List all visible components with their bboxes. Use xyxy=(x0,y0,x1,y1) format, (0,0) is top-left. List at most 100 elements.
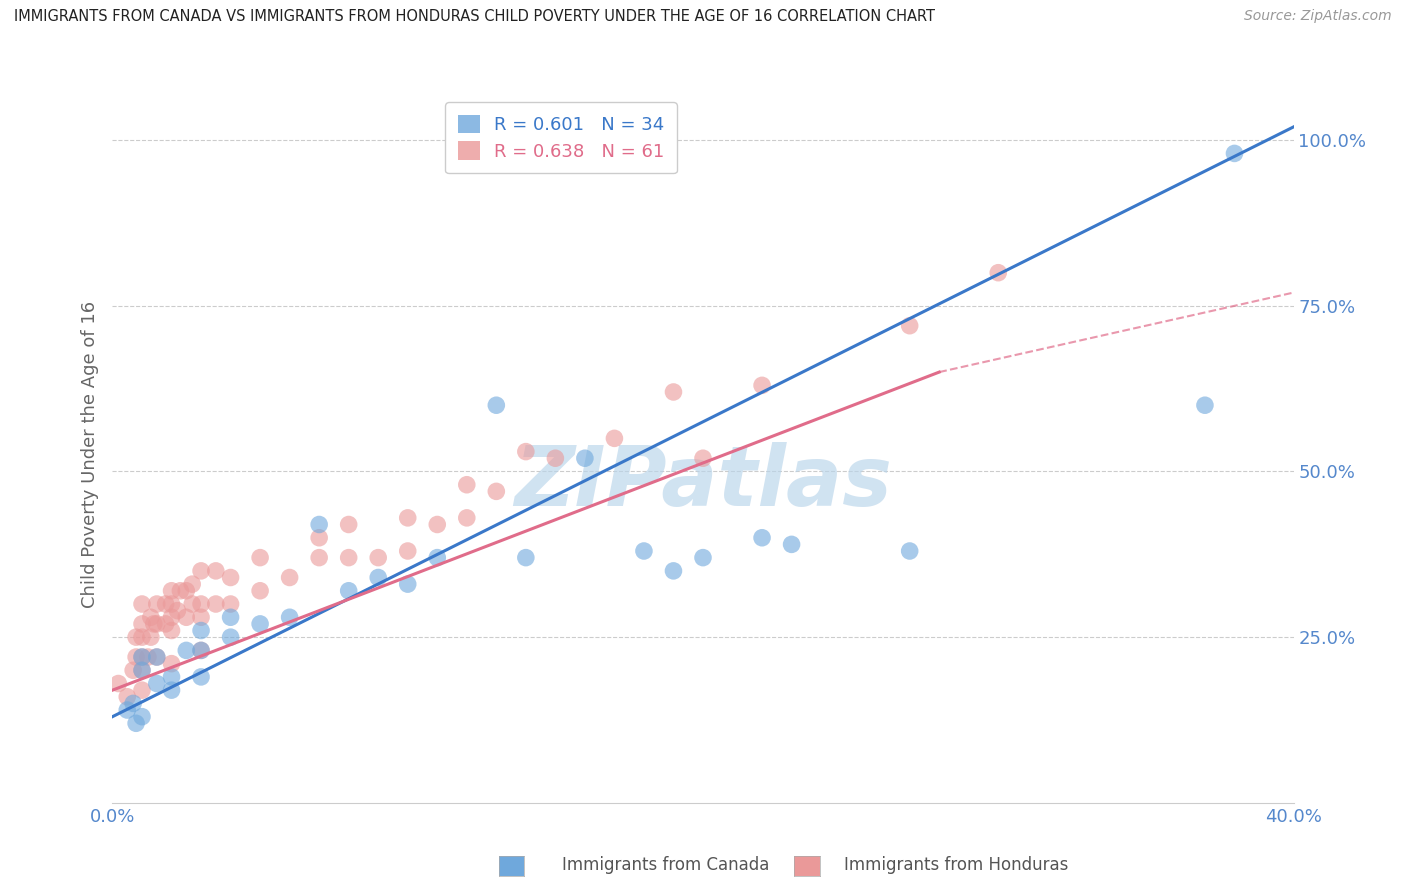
Point xyxy=(190,624,212,638)
Point xyxy=(426,517,449,532)
Point xyxy=(117,690,138,704)
Point xyxy=(751,378,773,392)
Point xyxy=(160,624,183,638)
Point xyxy=(146,597,169,611)
Point xyxy=(190,597,212,611)
Point xyxy=(515,444,537,458)
Point xyxy=(139,610,162,624)
Point xyxy=(308,550,330,565)
Point xyxy=(898,544,921,558)
Point xyxy=(125,630,148,644)
Point xyxy=(117,703,138,717)
Point xyxy=(190,643,212,657)
Point xyxy=(131,709,153,723)
Point xyxy=(751,531,773,545)
Point xyxy=(337,550,360,565)
Text: IMMIGRANTS FROM CANADA VS IMMIGRANTS FROM HONDURAS CHILD POVERTY UNDER THE AGE O: IMMIGRANTS FROM CANADA VS IMMIGRANTS FRO… xyxy=(14,9,935,24)
Point xyxy=(662,384,685,399)
Point xyxy=(574,451,596,466)
Point xyxy=(190,643,212,657)
Point xyxy=(160,597,183,611)
Point xyxy=(160,610,183,624)
Point xyxy=(692,451,714,466)
Point xyxy=(396,577,419,591)
Point xyxy=(122,663,145,677)
Point xyxy=(205,564,228,578)
Y-axis label: Child Poverty Under the Age of 16: Child Poverty Under the Age of 16 xyxy=(80,301,98,608)
Point xyxy=(278,610,301,624)
Point xyxy=(131,630,153,644)
Point xyxy=(174,610,197,624)
Point xyxy=(125,650,148,665)
Point xyxy=(249,550,271,565)
Point xyxy=(987,266,1010,280)
Point xyxy=(308,517,330,532)
Point xyxy=(1194,398,1216,412)
Point xyxy=(219,597,242,611)
Point xyxy=(367,550,389,565)
Point xyxy=(1223,146,1246,161)
Point xyxy=(155,616,177,631)
Text: ZIPatlas: ZIPatlas xyxy=(515,442,891,524)
Point xyxy=(396,511,419,525)
Point xyxy=(544,451,567,466)
Point xyxy=(337,583,360,598)
Point xyxy=(396,544,419,558)
Point xyxy=(662,564,685,578)
Point xyxy=(426,550,449,565)
Point xyxy=(131,616,153,631)
Point xyxy=(160,683,183,698)
Point xyxy=(166,604,188,618)
Point xyxy=(337,517,360,532)
Text: Immigrants from Canada: Immigrants from Canada xyxy=(562,856,769,874)
Point xyxy=(249,583,271,598)
Point xyxy=(160,657,183,671)
Point xyxy=(169,583,191,598)
Point xyxy=(174,643,197,657)
Point xyxy=(131,597,153,611)
Point xyxy=(139,630,162,644)
Point xyxy=(278,570,301,584)
Text: Immigrants from Honduras: Immigrants from Honduras xyxy=(844,856,1069,874)
Point xyxy=(107,676,129,690)
Point xyxy=(131,650,153,665)
Point xyxy=(780,537,803,551)
Text: Source: ZipAtlas.com: Source: ZipAtlas.com xyxy=(1244,9,1392,23)
Point xyxy=(136,650,159,665)
Point xyxy=(142,616,165,631)
Point xyxy=(515,550,537,565)
Point xyxy=(456,477,478,491)
Point xyxy=(160,583,183,598)
Point xyxy=(205,597,228,611)
Point xyxy=(367,570,389,584)
Point xyxy=(131,683,153,698)
Point xyxy=(633,544,655,558)
Point xyxy=(146,650,169,665)
Point xyxy=(219,630,242,644)
Point xyxy=(146,676,169,690)
Point xyxy=(603,431,626,445)
Point xyxy=(485,398,508,412)
Point xyxy=(181,597,204,611)
Point xyxy=(190,610,212,624)
Point xyxy=(160,670,183,684)
Point xyxy=(456,511,478,525)
Point xyxy=(155,597,177,611)
Point xyxy=(692,550,714,565)
Point xyxy=(131,650,153,665)
Point xyxy=(181,577,204,591)
Point xyxy=(249,616,271,631)
Point xyxy=(131,663,153,677)
Point xyxy=(190,564,212,578)
Point xyxy=(146,616,169,631)
Point xyxy=(219,570,242,584)
Point xyxy=(308,531,330,545)
Point xyxy=(485,484,508,499)
Point xyxy=(219,610,242,624)
Point xyxy=(174,583,197,598)
Point xyxy=(131,663,153,677)
Point xyxy=(125,716,148,731)
Point xyxy=(122,697,145,711)
Point xyxy=(898,318,921,333)
Point xyxy=(146,650,169,665)
